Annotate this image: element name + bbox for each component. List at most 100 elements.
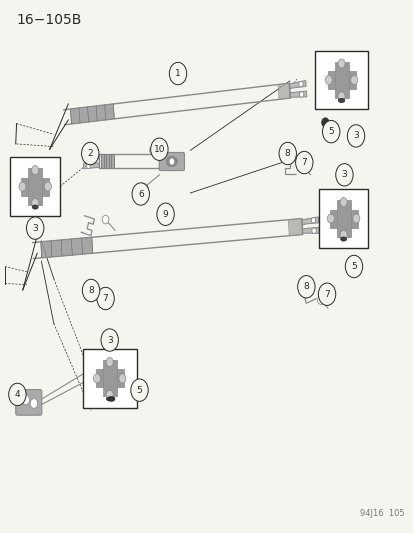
Circle shape [19,182,26,191]
Circle shape [44,182,51,191]
Circle shape [311,228,316,233]
Circle shape [150,138,168,160]
Polygon shape [83,163,99,169]
Circle shape [344,255,362,278]
Polygon shape [277,83,290,99]
Text: 3: 3 [352,132,358,140]
Text: 7: 7 [102,294,108,303]
Circle shape [297,160,304,168]
FancyBboxPatch shape [83,349,136,408]
Ellipse shape [340,237,346,241]
Text: 8: 8 [303,282,309,291]
Circle shape [299,92,303,97]
Circle shape [295,151,312,174]
Circle shape [132,183,149,205]
Circle shape [321,118,328,127]
Text: 3: 3 [107,336,112,344]
Circle shape [101,329,118,351]
Text: 7: 7 [323,290,329,298]
Circle shape [9,383,26,406]
Text: 5: 5 [136,386,142,394]
Polygon shape [40,237,93,258]
Circle shape [26,217,44,239]
Text: 16−105B: 16−105B [17,13,82,27]
Circle shape [119,374,126,383]
Circle shape [82,279,100,302]
Circle shape [97,287,114,310]
Polygon shape [334,62,348,98]
Text: 5: 5 [328,127,333,136]
Polygon shape [336,200,350,237]
Circle shape [297,276,314,298]
Polygon shape [289,80,305,88]
Circle shape [317,296,323,304]
Polygon shape [287,219,302,236]
Polygon shape [289,91,306,98]
Circle shape [157,203,174,225]
Circle shape [86,163,90,168]
Text: 4: 4 [14,390,20,399]
Circle shape [106,358,113,367]
Text: 8: 8 [284,149,290,158]
Text: 9: 9 [162,210,168,219]
Circle shape [81,142,99,165]
Polygon shape [101,154,114,168]
Circle shape [339,230,346,239]
Circle shape [311,217,315,223]
Polygon shape [327,71,355,89]
Circle shape [347,125,364,147]
FancyBboxPatch shape [16,390,42,415]
Text: 2: 2 [87,149,93,158]
Polygon shape [301,217,318,224]
Text: 6: 6 [138,190,143,198]
Polygon shape [70,104,114,124]
Circle shape [325,76,332,84]
Circle shape [169,158,174,165]
Circle shape [350,76,357,84]
FancyBboxPatch shape [318,189,368,248]
Polygon shape [83,153,99,159]
Text: 5: 5 [350,262,356,271]
Circle shape [352,214,359,223]
Circle shape [298,81,302,87]
Ellipse shape [108,397,115,401]
Circle shape [169,62,186,85]
Circle shape [140,183,148,194]
Text: 7: 7 [301,158,306,167]
Circle shape [93,374,100,383]
Circle shape [32,166,38,175]
Circle shape [30,399,38,408]
Text: 94J16  105: 94J16 105 [359,509,404,518]
Text: 8: 8 [88,286,94,295]
Polygon shape [162,154,165,168]
Text: 3: 3 [341,171,347,179]
Ellipse shape [32,205,38,209]
Circle shape [327,214,334,223]
Circle shape [322,120,339,143]
Ellipse shape [166,156,177,167]
Polygon shape [21,177,49,196]
Circle shape [318,283,335,305]
Polygon shape [28,168,42,205]
Circle shape [335,164,352,186]
Circle shape [22,395,29,405]
Circle shape [32,198,38,207]
Text: 1: 1 [175,69,180,78]
Circle shape [149,147,154,154]
Circle shape [337,59,344,68]
Text: 10: 10 [153,145,165,154]
Polygon shape [95,369,123,387]
FancyBboxPatch shape [10,157,60,216]
Circle shape [350,257,357,265]
Circle shape [278,142,296,165]
Polygon shape [329,209,357,228]
Circle shape [339,198,346,207]
FancyBboxPatch shape [314,51,368,109]
Circle shape [86,154,90,159]
Circle shape [131,379,148,401]
Polygon shape [301,227,318,233]
FancyBboxPatch shape [159,152,184,171]
Text: 3: 3 [32,224,38,232]
Circle shape [102,215,109,224]
Ellipse shape [337,99,344,102]
